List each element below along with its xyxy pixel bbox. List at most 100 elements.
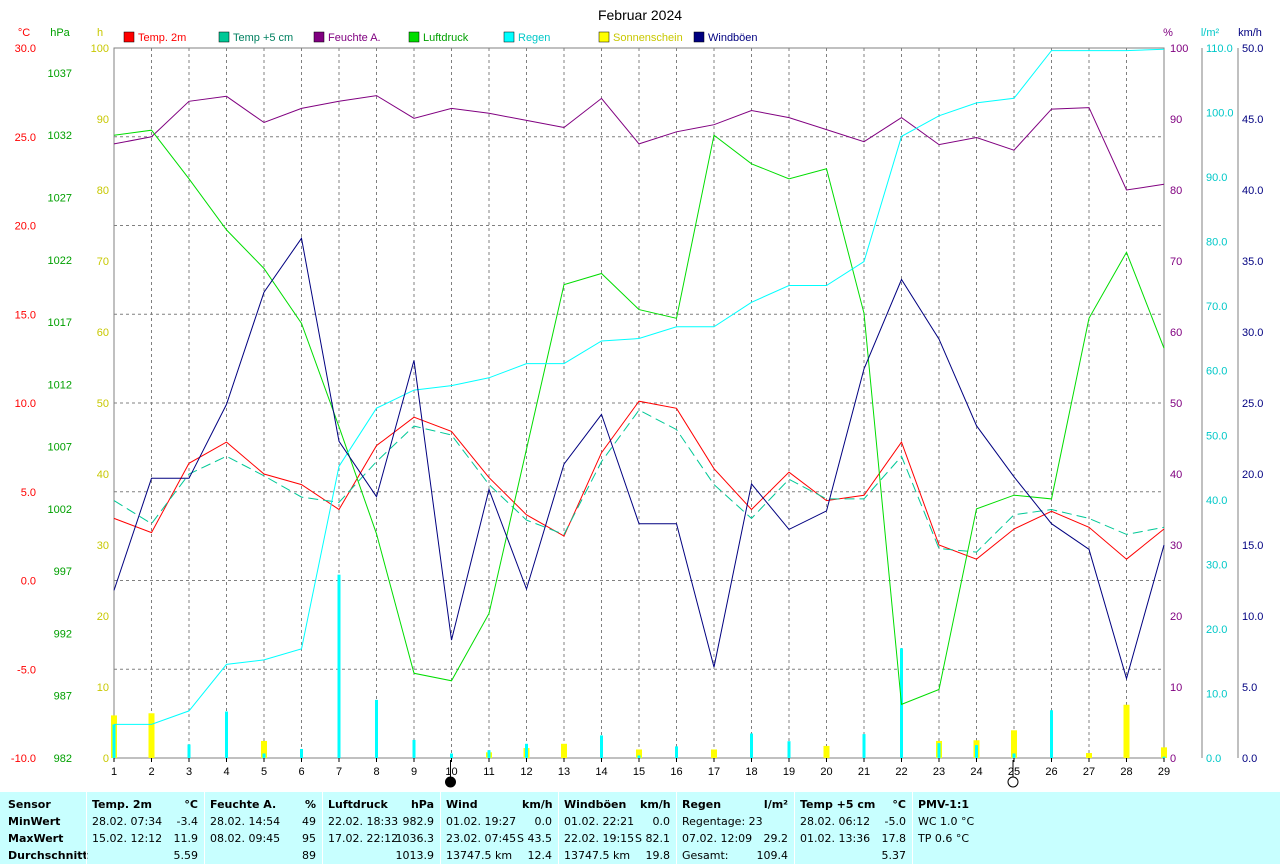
footer-datetime: WC 1.0 °C — [918, 815, 975, 828]
plot-grid — [113, 47, 1165, 759]
y-tick-label-rain: 50.0 — [1206, 430, 1227, 442]
x-tick-label: 23 — [933, 766, 945, 778]
x-tick-label: 29 — [1158, 766, 1170, 778]
footer-separator — [676, 792, 677, 864]
y-tick-label-temp: 5.0 — [21, 487, 36, 499]
y-tick-label-wind: 20.0 — [1242, 469, 1263, 481]
footer-value: 95 — [302, 832, 316, 845]
x-tick-label: 18 — [745, 766, 757, 778]
x-tick-label: 28 — [1120, 766, 1132, 778]
legend: Temp. 2m Temp +5 cm Feuchte A. Luftdruck Reg… — [123, 31, 758, 44]
x-tick-label: 9 — [411, 766, 417, 778]
footer-col-header: Temp +5 cm — [800, 798, 876, 811]
x-tick-label: 5 — [261, 766, 267, 778]
legend-label: Feuchte A. — [328, 32, 381, 44]
y-tick-label-temp: 25.0 — [15, 132, 36, 144]
legend-label: Windböen — [708, 32, 758, 44]
x-tick-label: 14 — [595, 766, 607, 778]
footer-row-label: MinWert — [8, 815, 61, 828]
footer-datetime: 01.02. 19:27 — [446, 815, 517, 828]
y-tick-label-sun: 10 — [97, 682, 109, 694]
footer-value: 982.9 — [402, 815, 435, 828]
y-tick-label-rain: 0.0 — [1206, 753, 1221, 765]
bar-rain — [375, 699, 378, 758]
footer-datetime: 13747.5 km — [564, 849, 631, 862]
bar-rain — [975, 745, 978, 758]
footer-datetime: 28.02. 14:54 — [210, 815, 281, 828]
footer-col-header: Feuchte A. — [210, 798, 277, 811]
x-tick-label: 25 — [1008, 766, 1020, 778]
footer-row-label: Durchschnitt — [8, 849, 88, 862]
legend-swatch — [123, 31, 135, 43]
bar-rain — [337, 574, 341, 758]
legend-swatch — [693, 31, 705, 43]
bar-rain — [600, 735, 603, 758]
legend-label: Luftdruck — [423, 32, 469, 44]
bar-rain — [300, 748, 303, 758]
footer-value: 12.4 — [527, 849, 553, 862]
x-tick-label: 26 — [1045, 766, 1057, 778]
y-tick-label-sun: 0 — [103, 753, 109, 765]
footer-value: 17.8 — [881, 832, 907, 845]
bar-rain — [1162, 756, 1166, 758]
y-tick-label-pressure: 982 — [54, 753, 72, 765]
footer-value: 11.9 — [173, 832, 199, 845]
bar-rain — [862, 734, 866, 758]
footer-datetime: TP 0.6 °C — [918, 832, 970, 845]
y-tick-label-temp: 20.0 — [15, 221, 36, 233]
x-tick-label: 8 — [373, 766, 379, 778]
footer-separator — [86, 792, 87, 864]
x-tick-label: 7 — [336, 766, 342, 778]
footer-value: S 43.5 — [517, 832, 552, 845]
footer-datetime: 22.02. 19:15 — [564, 832, 635, 845]
bar-rain — [412, 739, 416, 758]
y-tick-label-wind: 50.0 — [1242, 43, 1263, 55]
footer-datetime: 28.02. 07:34 — [92, 815, 163, 828]
footer-value: 5.59 — [173, 849, 199, 862]
footer-datetime: 22.02. 18:33 — [328, 815, 399, 828]
bar-rain — [750, 733, 753, 758]
y-tick-label-temp: 30.0 — [15, 43, 36, 55]
footer-col-unit: hPa — [410, 798, 434, 811]
weather-chart: Februar 2024 1 2 3 4 5 6 7 8 9 10 11 12 13 14 15 16 17 18… — [11, 7, 1263, 788]
y-tick-label-rain: 110.0 — [1206, 43, 1233, 55]
series-line-luftdruck — [113, 129, 1165, 706]
y-tick-label-pressure: 1017 — [48, 317, 72, 329]
y-tick-label-temp: 0.0 — [21, 576, 36, 588]
x-tick-label: 15 — [633, 766, 645, 778]
y-tick-label-rain: 10.0 — [1206, 688, 1227, 700]
y-tick-label-sun: 20 — [97, 611, 109, 623]
bar-rain — [112, 724, 116, 758]
bar-sunshine — [1011, 730, 1017, 758]
axis-layer: 1 2 3 4 5 6 7 8 9 10 11 12 13 14 15 16 17 18 19 20 21 22 23 24 2… — [11, 27, 1263, 788]
bar-rain — [450, 753, 453, 758]
axis-unit-humidity: % — [1163, 27, 1173, 39]
y-tick-label-pressure: 987 — [54, 691, 72, 703]
x-tick-label: 16 — [670, 766, 682, 778]
y-tick-label-sun: 60 — [97, 327, 109, 339]
y-tick-label-wind: 40.0 — [1242, 185, 1263, 197]
footer-separator — [794, 792, 795, 864]
legend-label: Regen — [518, 32, 550, 44]
footer-col-header: Windböen — [564, 798, 627, 811]
footer-col-header: Luftdruck — [328, 798, 388, 811]
x-tick-label: 11 — [483, 766, 494, 778]
axis-unit-pressure: hPa — [50, 27, 70, 39]
bar-rain — [525, 743, 528, 758]
legend-swatch — [218, 31, 230, 43]
y-tick-label-humidity: 30 — [1170, 540, 1182, 552]
footer-datetime: 01.02. 22:21 — [564, 815, 635, 828]
footer-value: 89 — [302, 849, 316, 862]
x-tick-label: 3 — [186, 766, 192, 778]
footer-separator — [204, 792, 205, 864]
x-tick-label: 2 — [148, 766, 154, 778]
x-tick-label: 10 — [445, 766, 457, 778]
y-tick-label-pressure: 1007 — [48, 442, 72, 454]
y-tick-label-rain: 70.0 — [1206, 301, 1227, 313]
footer-col-unit: l/m² — [763, 798, 788, 811]
footer-col-header: Temp. 2m — [92, 798, 152, 811]
footer-datetime: 17.02. 22:12 — [328, 832, 399, 845]
footer-value: 0.0 — [652, 815, 671, 828]
bar-sunshine — [1086, 753, 1092, 758]
new-moon-icon — [1007, 776, 1019, 788]
